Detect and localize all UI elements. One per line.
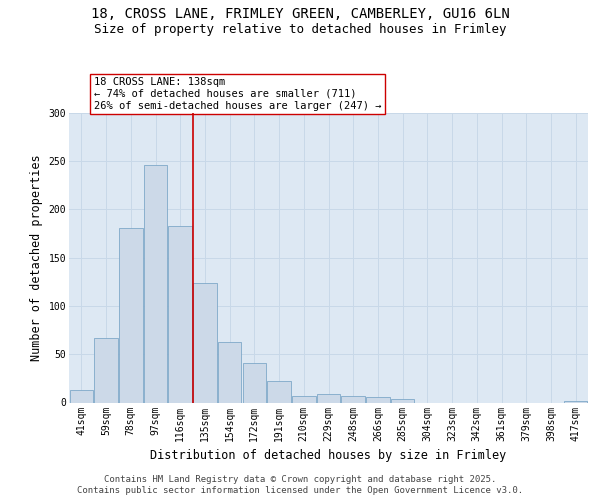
Text: 18, CROSS LANE, FRIMLEY GREEN, CAMBERLEY, GU16 6LN: 18, CROSS LANE, FRIMLEY GREEN, CAMBERLEY… (91, 8, 509, 22)
X-axis label: Distribution of detached houses by size in Frimley: Distribution of detached houses by size … (151, 449, 506, 462)
Text: Size of property relative to detached houses in Frimley: Size of property relative to detached ho… (94, 22, 506, 36)
Bar (94, 338, 118, 402)
Bar (70, 390, 93, 402)
Bar (193, 282, 217, 403)
Y-axis label: Number of detached properties: Number of detached properties (30, 154, 43, 361)
Bar (218, 342, 241, 402)
Bar (564, 400, 587, 402)
Text: Contains public sector information licensed under the Open Government Licence v3: Contains public sector information licen… (77, 486, 523, 495)
Bar (169, 226, 192, 402)
Bar (366, 396, 389, 402)
Bar (144, 164, 167, 402)
Bar (391, 398, 415, 402)
Bar (242, 363, 266, 403)
Text: 18 CROSS LANE: 138sqm
← 74% of detached houses are smaller (711)
26% of semi-det: 18 CROSS LANE: 138sqm ← 74% of detached … (94, 78, 381, 110)
Bar (317, 394, 340, 402)
Bar (341, 396, 365, 402)
Bar (292, 396, 316, 402)
Bar (119, 228, 143, 402)
Bar (268, 381, 291, 402)
Text: Contains HM Land Registry data © Crown copyright and database right 2025.: Contains HM Land Registry data © Crown c… (104, 475, 496, 484)
